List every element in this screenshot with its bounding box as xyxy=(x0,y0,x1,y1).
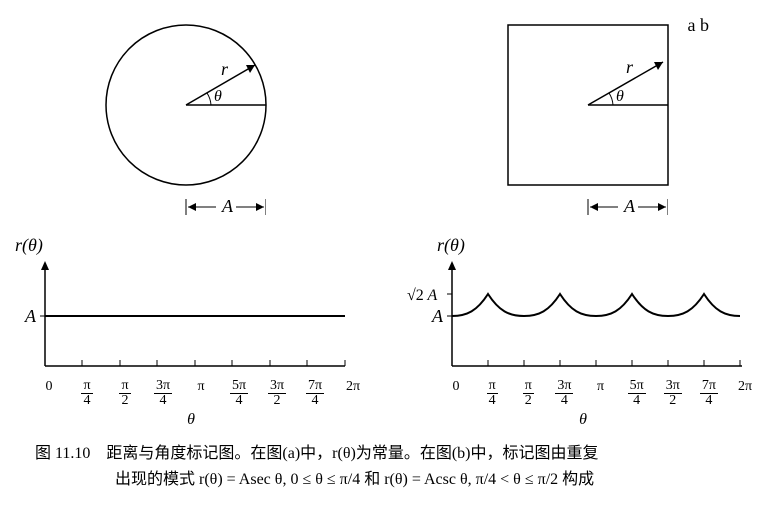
ab-label: a b xyxy=(688,15,710,36)
tickb-2: π2 xyxy=(514,379,542,409)
circle-panel: r θ A xyxy=(15,15,357,215)
figure-caption: 图 11.10 距离与角度标记图。在图(a)中，r(θ)为常量。在图(b)中，标… xyxy=(15,441,759,492)
plot-b-ticklabels: 0 π4 π2 3π4 π 5π4 3π2 7π4 2π xyxy=(407,379,759,409)
tick-8: 2π xyxy=(339,379,367,409)
plot-b-A: A xyxy=(431,306,444,326)
tick-2: π2 xyxy=(111,379,139,409)
plot-b-svg: A √2 A xyxy=(407,256,747,376)
plot-b-xlabel: θ xyxy=(407,411,759,429)
plot-b-curve xyxy=(452,294,740,316)
circle-dim: A xyxy=(106,199,266,215)
tick-1: π4 xyxy=(73,379,101,409)
plot-a-panel: r(θ) A 0 π4 π2 3π4 xyxy=(15,235,367,429)
r-label: r xyxy=(221,59,229,79)
dim-arrows-a: A xyxy=(106,199,266,215)
tickb-3: 3π4 xyxy=(550,379,578,409)
tickb-5: 5π4 xyxy=(623,379,651,409)
tickb-4: π xyxy=(587,379,615,409)
plots-row: r(θ) A 0 π4 π2 3π4 xyxy=(15,235,759,429)
theta-label-b: θ xyxy=(616,88,624,105)
dim-label-a: A xyxy=(221,199,234,215)
square-diagram: r θ xyxy=(488,15,688,195)
plot-a-ticklabels: 0 π4 π2 3π4 π 5π4 3π2 7π4 2π xyxy=(15,379,367,409)
plot-a-xlabel: θ xyxy=(15,411,367,429)
plot-b-panel: r(θ) A √2 A 0 π4 π xyxy=(407,235,759,429)
r-label-b: r xyxy=(626,57,634,77)
plot-b-ylabel: r(θ) xyxy=(437,235,759,256)
square-dim: A xyxy=(508,199,668,215)
plot-a-xticks xyxy=(45,360,345,366)
tickb-0: 0 xyxy=(442,379,470,409)
caption-line1: 图 11.10 距离与角度标记图。在图(a)中，r(θ)为常量。在图(b)中，标… xyxy=(35,441,739,467)
tickb-7: 7π4 xyxy=(695,379,723,409)
plot-a-svg: A xyxy=(15,256,355,376)
theta-label: θ xyxy=(214,88,222,105)
dim-arrows-b: A xyxy=(508,199,668,215)
tickb-1: π4 xyxy=(478,379,506,409)
plot-a-A: A xyxy=(24,306,37,326)
caption-line2: 出现的模式 r(θ) = Asec θ, 0 ≤ θ ≤ π/4 和 r(θ) … xyxy=(35,467,739,493)
tick-7: 7π4 xyxy=(301,379,329,409)
tick-6: 3π2 xyxy=(263,379,291,409)
top-diagrams-row: r θ A r θ xyxy=(15,15,759,215)
plot-a-ylabel: r(θ) xyxy=(15,235,367,256)
tick-5: 5π4 xyxy=(225,379,253,409)
tick-4: π xyxy=(187,379,215,409)
tick-3: 3π4 xyxy=(149,379,177,409)
tickb-6: 3π2 xyxy=(659,379,687,409)
tickb-8: 2π xyxy=(731,379,759,409)
circle-diagram: r θ xyxy=(86,15,286,195)
plot-b-sqrt2A: √2 A xyxy=(407,287,437,304)
dim-label-b: A xyxy=(623,199,636,215)
plot-b-xticks xyxy=(452,360,740,366)
tick-0: 0 xyxy=(35,379,63,409)
square-panel: r θ A xyxy=(417,15,759,215)
